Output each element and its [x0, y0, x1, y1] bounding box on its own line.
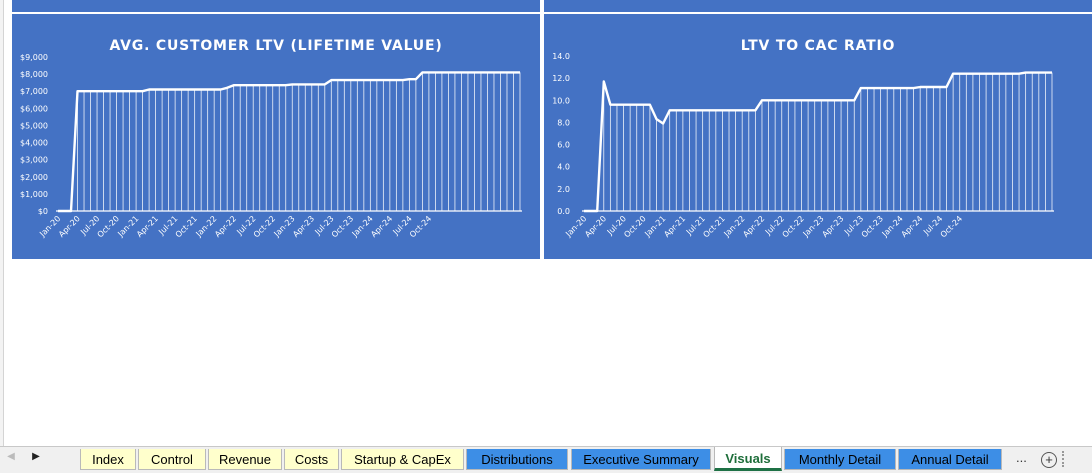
x-tick-label: Oct-21 [701, 214, 726, 239]
y-tick-label: $5,000 [20, 121, 48, 130]
more-tabs-button[interactable]: ... [1016, 450, 1027, 465]
x-tick-label: Apr-20 [57, 214, 82, 239]
ltv-chart-plot: $0 $1,000 $2,000 $3,000 $4,000 $5,000 $6,000 $7… [20, 53, 522, 239]
series-line [58, 71, 520, 213]
sheet-tab-annual-detail[interactable]: Annual Detail [898, 449, 1002, 470]
x-tick-label: Oct-24 [408, 214, 433, 239]
triangle-left-icon[interactable]: ◀ [7, 451, 15, 462]
x-tick-label: Apr-21 [662, 214, 687, 239]
ltv-cac-chart[interactable]: LTV TO CAC RATIO 0.0 2.0 4.0 6.0 8.0 10.0 12.0… [544, 14, 1092, 259]
x-tick-label: Oct-22 [781, 214, 806, 239]
sheet-tab-visuals[interactable]: Visuals [714, 447, 782, 471]
y-tick-label: 10.0 [552, 96, 570, 105]
x-tick-label: Oct-20 [622, 214, 647, 239]
x-tick-label: Oct-23 [860, 214, 885, 239]
y-tick-label: $7,000 [20, 87, 48, 96]
chart-title: AVG. CUSTOMER LTV (LIFETIME VALUE) [109, 38, 443, 54]
x-tick-label: Oct-20 [96, 214, 121, 239]
tab-split-handle[interactable] [1062, 451, 1066, 467]
ltv-cac-chart-plot: 0.02.04.06.08.010.012.014.0Jan-20Apr-20J… [552, 52, 1054, 239]
y-tick-label: 6.0 [557, 141, 570, 150]
worksheet-grid[interactable]: AVG. CUSTOMER LTV (LIFETIME VALUE) $0 $1,… [0, 0, 1092, 446]
sheet-tab-distributions[interactable]: Distributions [466, 449, 568, 470]
y-tick-label: $6,000 [20, 104, 48, 113]
y-tick-label: 14.0 [552, 52, 570, 61]
y-tick-label: $4,000 [20, 139, 48, 148]
y-tick-label: 12.0 [552, 74, 570, 83]
x-tick-label: Apr-22 [741, 214, 766, 239]
x-tick-label: Apr-23 [820, 214, 845, 239]
sheet-tab-revenue[interactable]: Revenue [208, 449, 282, 470]
chart-above-left-edge [12, 0, 540, 12]
sheet-tab-costs[interactable]: Costs [284, 449, 339, 470]
x-tick-label: Apr-23 [291, 214, 316, 239]
sheet-tab-control[interactable]: Control [138, 449, 206, 470]
y-tick-label: 4.0 [557, 163, 570, 172]
y-tick-label: $2,000 [20, 173, 48, 182]
add-sheet-icon[interactable]: + [1041, 452, 1057, 468]
y-tick-label: $9,000 [20, 53, 48, 62]
x-tick-label: Oct-23 [330, 214, 355, 239]
chart-above-right-edge [544, 0, 1092, 12]
sheet-tab-index[interactable]: Index [80, 449, 136, 470]
x-tick-label: Apr-24 [369, 214, 394, 239]
row-header-edge [0, 0, 4, 446]
y-tick-label: $8,000 [20, 70, 48, 79]
x-tick-label: Apr-22 [213, 214, 238, 239]
x-tick-label: Apr-20 [583, 214, 608, 239]
x-tick-label: Apr-24 [900, 214, 925, 239]
sheet-tab-executive-summary[interactable]: Executive Summary [571, 449, 711, 470]
chart-title: LTV TO CAC RATIO [740, 38, 896, 54]
x-tick-label: Apr-21 [135, 214, 160, 239]
x-tick-label: Oct-24 [939, 214, 964, 239]
y-tick-label: $0 [38, 207, 48, 216]
y-tick-label: $3,000 [20, 156, 48, 165]
y-tick-label: 0.0 [557, 207, 570, 216]
series-line [584, 71, 1052, 213]
triangle-right-icon[interactable]: ▶ [32, 451, 40, 462]
ltv-chart[interactable]: AVG. CUSTOMER LTV (LIFETIME VALUE) $0 $1,… [12, 14, 540, 259]
x-tick-label: Oct-21 [174, 214, 199, 239]
y-tick-label: 2.0 [557, 185, 570, 194]
y-tick-label: $1,000 [20, 190, 48, 199]
sheet-tab-monthly-detail[interactable]: Monthly Detail [784, 449, 896, 470]
x-tick-label: Oct-22 [252, 214, 277, 239]
sheet-tab-startup-capex[interactable]: Startup & CapEx [341, 449, 464, 470]
y-tick-label: 8.0 [557, 118, 570, 127]
sheet-tab-bar: ◀ ▶ Index Control Revenue Costs Startup & Ca… [0, 446, 1092, 473]
